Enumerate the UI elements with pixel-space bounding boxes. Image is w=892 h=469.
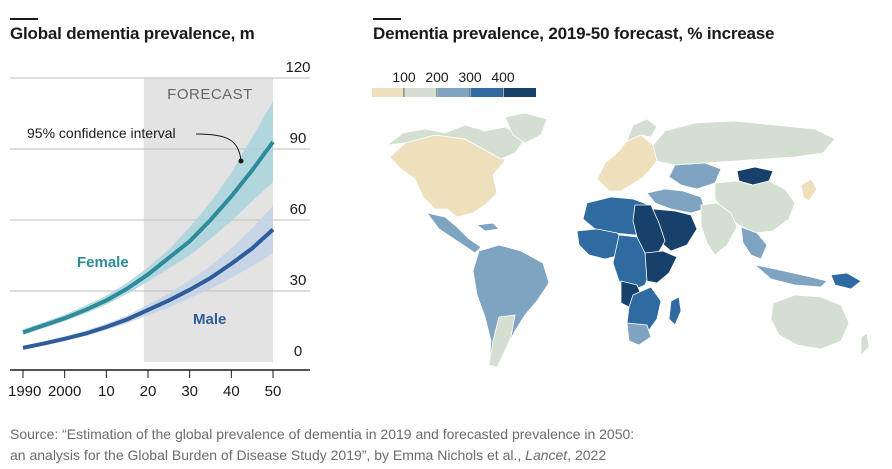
map-region-japan-korea bbox=[800, 178, 818, 202]
male-confidence-band bbox=[23, 205, 273, 350]
map-region-southeast-asia bbox=[740, 226, 768, 260]
y-tick-label: 60 bbox=[290, 201, 307, 218]
legend-label: 300 bbox=[458, 69, 482, 85]
ci-leader-dot bbox=[238, 158, 244, 164]
ci-label: 95% confidence interval bbox=[27, 125, 176, 141]
left-title-rule bbox=[10, 18, 38, 20]
x-tick-label: 20 bbox=[140, 383, 157, 400]
map-region-europe bbox=[596, 134, 658, 192]
map-region-new-zealand bbox=[860, 332, 870, 356]
map-region-central-america bbox=[426, 212, 482, 254]
line-chart: FORECAST 95% confidence interval Female … bbox=[8, 59, 311, 400]
ci-leader-line bbox=[195, 133, 242, 161]
legend-label: 100 bbox=[392, 69, 416, 85]
source-journal: Lancet bbox=[525, 447, 568, 463]
legend-swatch bbox=[438, 88, 470, 97]
map-region-central-africa bbox=[612, 234, 652, 292]
legend-swatch bbox=[471, 88, 503, 97]
y-tick-label: 0 bbox=[294, 343, 302, 360]
y-tick-label: 120 bbox=[285, 59, 310, 76]
map-region-russia bbox=[652, 120, 836, 166]
map-region-southern-cone bbox=[488, 314, 516, 368]
y-tick-label: 90 bbox=[290, 130, 307, 147]
x-tick-label: 50 bbox=[265, 383, 282, 400]
map-legend: 100 200 300 400 bbox=[372, 69, 536, 97]
legend-label: 400 bbox=[491, 69, 515, 85]
map-region-indonesia bbox=[753, 264, 828, 288]
x-tick-label: 2000 bbox=[48, 383, 81, 400]
left-chart-title: Global dementia prevalence, m bbox=[10, 24, 255, 43]
source-line-2: an analysis for the Global Burden of Dis… bbox=[10, 445, 634, 466]
x-tick-label: 1990 bbox=[8, 383, 41, 400]
map-region-caribbean bbox=[475, 222, 500, 232]
legend-swatch bbox=[504, 88, 536, 97]
map-region-greenland bbox=[504, 112, 548, 144]
y-tick-label: 30 bbox=[290, 272, 307, 289]
source-line-1: Source: “Estimation of the global preval… bbox=[10, 426, 635, 442]
female-label: Female bbox=[77, 254, 129, 271]
right-title-rule bbox=[373, 18, 401, 20]
legend-swatch bbox=[405, 88, 437, 97]
x-tick-label: 40 bbox=[223, 383, 240, 400]
forecast-label: FORECAST bbox=[167, 86, 253, 103]
map-region-central-asia bbox=[668, 162, 722, 190]
map-region-scandinavia bbox=[626, 118, 658, 142]
female-confidence-band bbox=[23, 101, 273, 335]
source-note: Source: “Estimation of the global preval… bbox=[10, 424, 634, 466]
map-region-madagascar bbox=[668, 296, 682, 326]
male-label: Male bbox=[193, 311, 226, 328]
x-tick-label: 10 bbox=[98, 383, 115, 400]
x-tick-label: 30 bbox=[181, 383, 198, 400]
map-region-australia bbox=[770, 294, 850, 350]
female-series-line bbox=[22, 140, 275, 335]
legend-swatch bbox=[372, 88, 404, 97]
map-region-new-guinea bbox=[830, 272, 862, 290]
source-year: , 2022 bbox=[567, 447, 607, 463]
legend-label: 200 bbox=[425, 69, 449, 85]
world-map bbox=[385, 112, 870, 368]
male-series-line bbox=[22, 227, 275, 350]
map-region-south-africa bbox=[626, 322, 652, 346]
map-region-east-africa bbox=[644, 250, 678, 284]
map-region-south-america bbox=[472, 244, 550, 368]
map-region-south-asia bbox=[700, 202, 738, 256]
source-study: an analysis for the Global Burden of Dis… bbox=[10, 447, 526, 463]
right-chart-title: Dementia prevalence, 2019-50 forecast, %… bbox=[373, 24, 775, 43]
